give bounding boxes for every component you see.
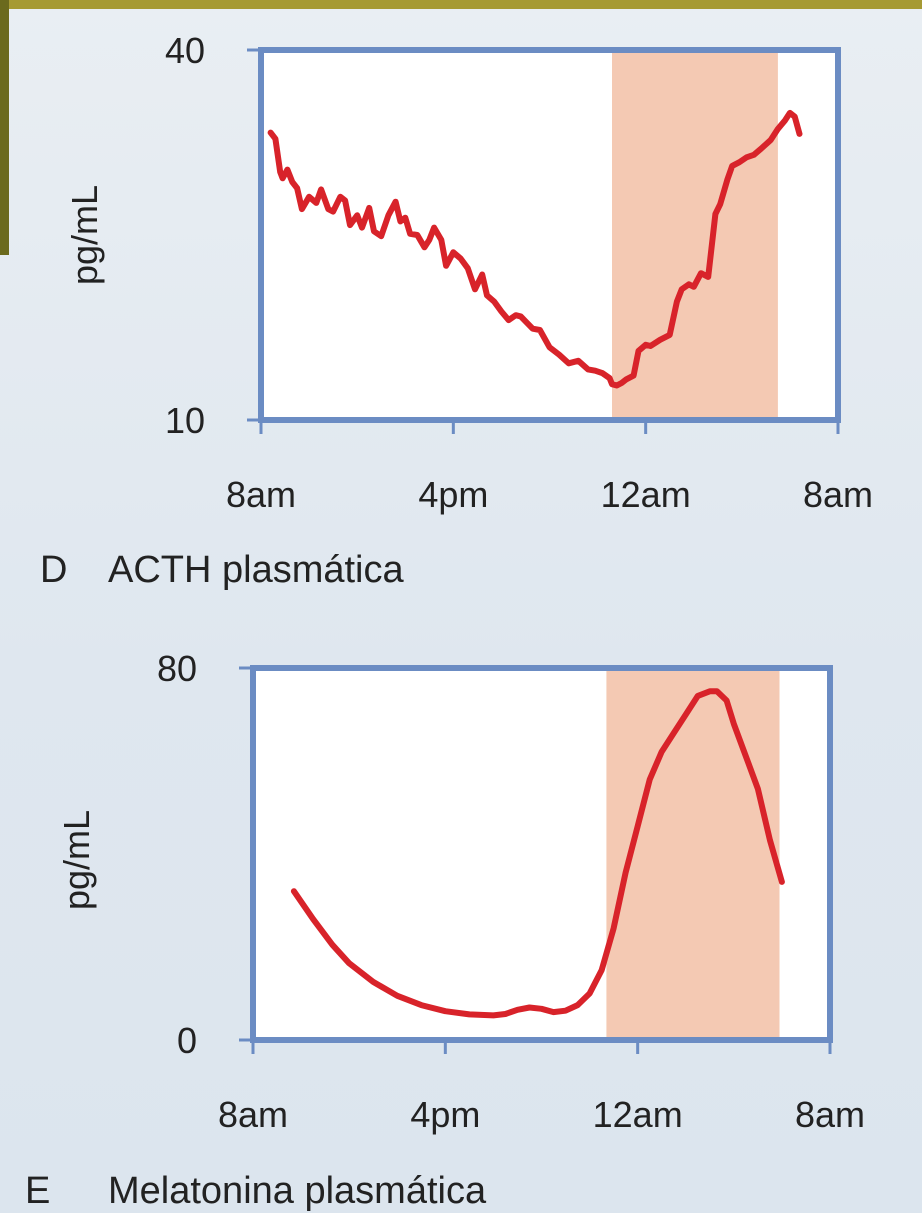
panel-letter: D — [40, 549, 67, 591]
night-shade-region — [606, 668, 780, 1040]
y-tick-label: 10 — [165, 400, 205, 441]
chart-panel-d: 8am 4pm 12am 8am 10 40 pg/mL D ACTH plasmáti… — [40, 30, 873, 591]
melatonin-series-line — [290, 688, 785, 1019]
y-tick-label: 40 — [165, 30, 205, 71]
x-ticks: 8am 4pm 12am 8am — [218, 1040, 865, 1135]
panel-letter: E — [25, 1170, 50, 1212]
acth-series-line — [267, 109, 803, 389]
chart-panel-e: 8am 4pm 12am 8am 0 80 pg/mL E Melatonina pla… — [25, 648, 865, 1212]
y-axis-title: pg/mL — [56, 810, 97, 910]
x-ticks: 8am 4pm 12am 8am — [226, 420, 873, 515]
panel-title: Melatonina plasmática — [108, 1170, 487, 1212]
x-tick-label: 4pm — [418, 474, 488, 515]
y-axis-title: pg/mL — [64, 185, 105, 285]
y-ticks: 0 80 — [157, 648, 253, 1061]
x-tick-label: 4pm — [410, 1094, 480, 1135]
y-ticks: 10 40 — [165, 30, 261, 441]
x-tick-label: 8am — [795, 1094, 865, 1135]
corner-block — [0, 0, 9, 255]
x-tick-label: 12am — [593, 1094, 683, 1135]
y-tick-label: 80 — [157, 648, 197, 689]
x-tick-label: 12am — [601, 474, 691, 515]
x-tick-label: 8am — [226, 474, 296, 515]
plot-frame — [250, 665, 833, 1043]
panel-title: ACTH plasmática — [108, 549, 404, 591]
x-tick-label: 8am — [218, 1094, 288, 1135]
y-tick-label: 0 — [177, 1020, 197, 1061]
x-tick-label: 8am — [803, 474, 873, 515]
plot-frame — [258, 47, 841, 423]
top-strip — [0, 0, 922, 9]
